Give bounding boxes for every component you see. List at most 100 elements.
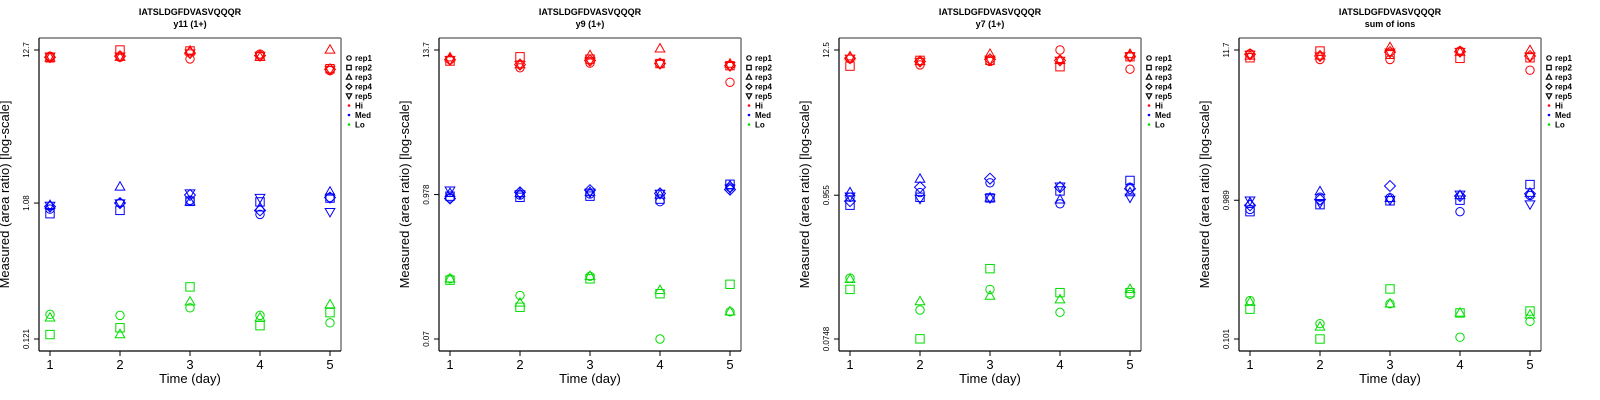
x-axis-label: Time (day) [559,371,621,386]
y-tick-label: 11.7 [1222,42,1231,58]
point-lo-rep1-day2 [115,310,125,321]
legend-med-dot-icon [1147,113,1151,117]
point-hi-rep1-day5 [1125,64,1135,74]
x-tick-label: 5 [1126,357,1133,372]
point-med-rep5-day2 [514,190,526,201]
point-med-rep4-day4 [253,204,267,217]
x-tick-label: 2 [1316,357,1323,372]
point-lo-rep1-day3 [185,303,195,313]
point-lo-rep3-day3 [984,289,996,300]
point-hi-rep5-day4 [254,51,266,62]
point-med-rep4-day1 [1243,199,1257,212]
legend-label: Hi [1155,102,1163,111]
point-lo-rep1-day1 [845,273,855,283]
point-med-rep2-day2 [115,205,125,216]
legend-label: Lo [1155,121,1165,130]
x-tick-label: 4 [1456,357,1463,372]
y-axis-label: Measured (area ratio) [log-scale] [397,101,412,289]
point-med-rep2-day3 [985,193,995,203]
legend-rep1-icon [746,55,752,61]
point-lo-rep1-day1 [45,309,55,320]
point-med-rep2-day4 [1455,195,1465,205]
legend-label: Hi [1555,102,1563,111]
point-lo-rep3-day2 [114,328,126,339]
legend-rep3-icon [345,72,353,80]
point-hi-rep5-day5 [1124,52,1136,63]
x-tick-label: 2 [916,357,923,372]
point-lo-rep1-day2 [915,305,925,315]
point-med-rep1-day4 [255,209,265,220]
legend-rep4-icon [1545,82,1553,91]
point-lo-rep3-day3 [584,270,596,280]
x-tick-label: 4 [256,357,263,372]
x-tick-label: 4 [1056,357,1063,372]
point-hi-rep3-day2 [514,58,526,69]
x-tick-label: 1 [846,357,853,372]
point-med-rep4-day5 [1523,187,1537,200]
point-hi-rep5-day2 [114,52,126,63]
point-hi-rep5-day1 [444,55,456,66]
point-med-rep4-day3 [1383,179,1397,193]
x-tick-label: 3 [186,357,193,372]
point-hi-rep5-day4 [1054,56,1066,67]
point-med-rep4-day1 [843,194,857,208]
point-med-rep2-day1 [45,208,55,219]
y-tick-label: 1.08 [22,195,31,211]
point-med-rep5-day3 [1384,195,1396,206]
point-lo-rep3-day3 [1384,297,1396,308]
point-med-rep4-day2 [1313,193,1327,206]
point-med-rep1-day1 [845,192,855,203]
point-hi-rep1-day4 [1055,45,1065,55]
point-hi-rep3-day5 [1524,44,1536,55]
point-hi-rep2-day2 [1315,46,1325,56]
legend-label: rep2 [355,64,372,73]
point-lo-rep2-day3 [1385,284,1395,294]
point-hi-rep5-day3 [984,55,996,66]
point-med-rep1-day2 [115,198,125,208]
legend-rep1-icon [1546,55,1552,61]
y-tick-label: 0.101 [1222,328,1231,349]
point-hi-rep5-day5 [324,65,336,76]
point-hi-rep5-day2 [1314,52,1326,63]
point-lo-rep3-day5 [1124,283,1136,294]
legend-label: rep4 [1155,83,1172,92]
legend-med-dot-icon [347,113,351,117]
legend-rep2-icon [746,64,752,71]
point-med-rep5-day5 [1124,193,1136,204]
point-lo-rep2-day2 [1315,334,1325,344]
legend-label: rep4 [355,83,372,92]
point-lo-rep1-day4 [1455,332,1465,342]
point-lo-rep3-day4 [1054,293,1066,304]
point-med-rep5-day4 [1054,182,1066,193]
legend-rep4-icon [745,82,753,91]
legend-hi-dot-icon [1147,104,1151,107]
legend-label: rep3 [1155,73,1172,82]
point-med-rep3-day2 [914,172,926,183]
legend-label: rep5 [355,92,372,101]
point-hi-rep3-day4 [1454,45,1466,56]
point-med-rep2-day4 [655,194,665,204]
point-med-rep3-day4 [1054,193,1066,204]
point-med-rep2-day2 [515,192,525,203]
point-med-rep2-day1 [1245,206,1255,217]
point-hi-rep3-day2 [914,55,926,66]
point-hi-rep5-day2 [514,60,526,71]
point-med-rep5-day5 [724,184,736,195]
x-tick-label: 5 [1526,357,1533,372]
point-med-rep5-day1 [44,201,56,212]
legend-label: rep4 [755,83,772,92]
point-lo-rep3-day5 [1524,308,1536,319]
chart-title: IATSLDGFDVASVQQQR [539,7,642,17]
chart-title: IATSLDGFDVASVQQQR [1339,7,1442,17]
point-hi-rep5-day3 [584,56,596,67]
legend-label: Med [1555,111,1571,120]
point-lo-rep1-day5 [725,307,735,317]
point-hi-rep3-day3 [1384,41,1396,52]
point-med-rep3-day3 [984,191,996,202]
legend-label: rep3 [1555,73,1572,82]
point-hi-rep2-day4 [655,58,665,69]
legend-hi-dot-icon [1547,104,1551,107]
point-med-rep4-day3 [983,172,997,185]
point-med-rep3-day5 [324,185,336,196]
